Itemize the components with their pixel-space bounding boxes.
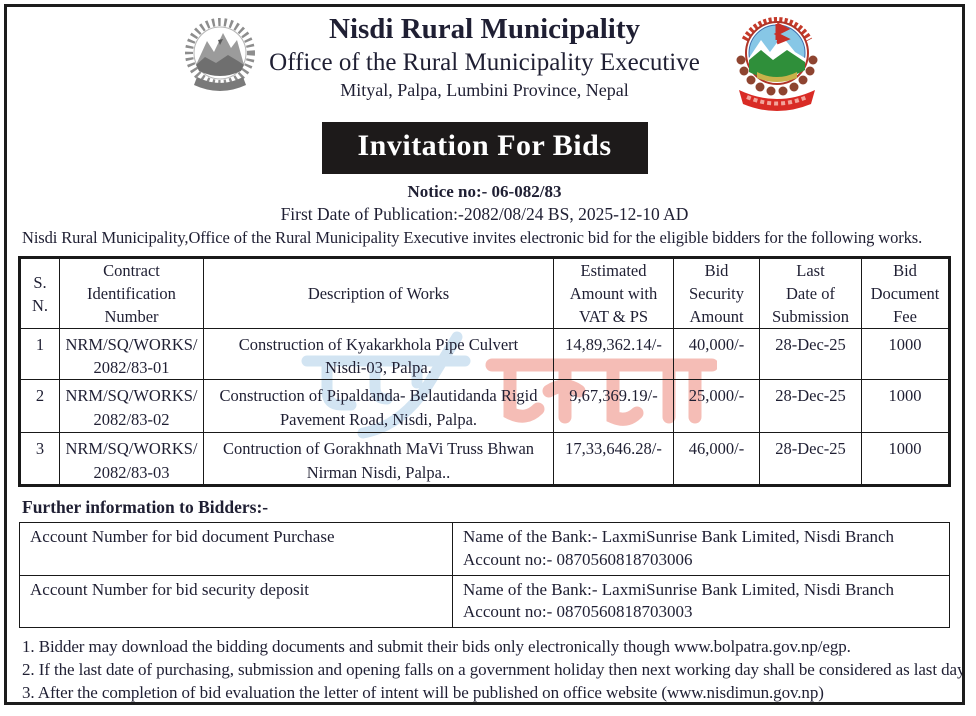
bank-label: Account Number for bid security deposit xyxy=(19,574,453,629)
works-table: S. N. Contract Identification Number Des… xyxy=(18,256,951,487)
col-header-estimated: Estimated Amount with VAT & PS xyxy=(553,256,674,330)
works-row: 3 NRM/SQ/WORKS/ 2082/83-03 Contruction o… xyxy=(19,432,950,486)
bank-name: Name of the Bank:- LaxmiSunrise Bank Lim… xyxy=(463,526,895,546)
municipality-name: Nisdi Rural Municipality xyxy=(329,13,640,45)
works-row: 1 NRM/SQ/WORKS/ 2082/83-01 Construction … xyxy=(19,328,950,381)
intro-line: Nisdi Rural Municipality,Office of the R… xyxy=(22,228,923,247)
cell-sn: 2 xyxy=(19,379,60,434)
document-header: Nisdi Rural Municipality Office of the R… xyxy=(7,7,962,111)
bank-account: Account no:- 0870560818703003 xyxy=(463,602,693,622)
publication-date: First Date of Publication:-2082/08/24 BS… xyxy=(280,204,689,224)
cell-contract: NRM/SQ/WORKS/ 2082/83-02 xyxy=(59,379,204,434)
cell-fee: 1000 xyxy=(861,328,950,381)
col-header-lastdate: Last Date of Submission xyxy=(759,256,862,330)
col-header-description: Description of Works xyxy=(203,256,554,330)
bank-label: Account Number for bid document Purchase xyxy=(19,521,453,576)
col-header-security: Bid Security Amount xyxy=(673,256,760,330)
cell-contract: NRM/SQ/WORKS/ 2082/83-01 xyxy=(59,328,204,381)
cell-fee: 1000 xyxy=(861,432,950,486)
further-info-heading: Further information to Bidders:- xyxy=(22,496,269,517)
note-item: 2. If the last date of purchasing, submi… xyxy=(22,660,965,680)
works-header-row: S. N. Contract Identification Number Des… xyxy=(19,256,950,330)
bank-row: Account Number for bid document Purchase… xyxy=(19,521,950,576)
cell-lastdate: 28-Dec-25 xyxy=(759,379,862,434)
note-item: 1. Bidder may download the bidding docum… xyxy=(22,637,851,657)
invitation-banner: Invitation For Bids xyxy=(321,122,648,174)
cell-security: 25,000/- xyxy=(673,379,760,434)
notes-list: 1. Bidder may download the bidding docum… xyxy=(22,637,965,703)
cell-lastdate: 28-Dec-25 xyxy=(759,328,862,381)
cell-contract: NRM/SQ/WORKS/ 2082/83-03 xyxy=(59,432,204,486)
cell-description: Construction of Kyakarkhola Pipe Culvert… xyxy=(203,328,554,381)
office-name: Office of the Rural Municipality Executi… xyxy=(269,48,700,76)
bank-details: Name of the Bank:- LaxmiSunrise Bank Lim… xyxy=(452,574,950,629)
note-item: 3. After the completion of bid evaluatio… xyxy=(22,683,824,703)
cell-estimated: 9,67,369.19/- xyxy=(553,379,674,434)
nisdi-municipality-seal-icon xyxy=(727,10,827,119)
nepal-government-emblem-icon xyxy=(183,15,257,102)
bank-name: Name of the Bank:- LaxmiSunrise Bank Lim… xyxy=(463,579,895,599)
cell-security: 46,000/- xyxy=(673,432,760,486)
header-text-block: Nisdi Rural Municipality Office of the R… xyxy=(7,7,962,101)
cell-security: 40,000/- xyxy=(673,328,760,381)
bank-row: Account Number for bid security deposit … xyxy=(19,574,950,629)
bid-notice-document: Nisdi Rural Municipality Office of the R… xyxy=(4,4,965,705)
bank-info-table: Account Number for bid document Purchase… xyxy=(19,521,950,629)
cell-sn: 1 xyxy=(19,328,60,381)
cell-estimated: 17,33,646.28/- xyxy=(553,432,674,486)
notice-number: Notice no:- 06-082/83 xyxy=(407,182,562,201)
col-header-contract: Contract Identification Number xyxy=(59,256,204,330)
cell-description: Construction of Pipaldanda- Belautidanda… xyxy=(203,379,554,434)
bank-details: Name of the Bank:- LaxmiSunrise Bank Lim… xyxy=(452,521,950,576)
cell-description: Contruction of Gorakhnath MaVi Truss Bhw… xyxy=(203,432,554,486)
works-row: 2 NRM/SQ/WORKS/ 2082/83-02 Construction … xyxy=(19,379,950,434)
cell-estimated: 14,89,362.14/- xyxy=(553,328,674,381)
cell-lastdate: 28-Dec-25 xyxy=(759,432,862,486)
cell-fee: 1000 xyxy=(861,379,950,434)
bank-account: Account no:- 0870560818703006 xyxy=(463,549,693,569)
col-header-sn: S. N. xyxy=(19,256,60,330)
col-header-fee: Bid Document Fee xyxy=(861,256,950,330)
cell-sn: 3 xyxy=(19,432,60,486)
address-line: Mityal, Palpa, Lumbini Province, Nepal xyxy=(340,80,629,101)
